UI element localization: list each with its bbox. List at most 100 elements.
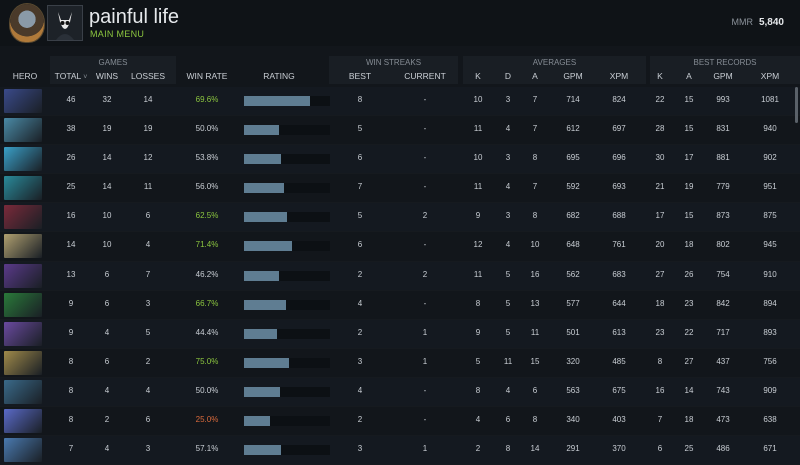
col-total[interactable]: TOTAL [50, 71, 92, 81]
table-row[interactable]: 8 2 6 25.0% 2 - 4 6 8 340 403 7 18 473 638 [0, 407, 800, 437]
col-best-streak[interactable]: BEST [348, 71, 372, 81]
table-row[interactable]: 8 4 4 50.0% 4 - 8 4 6 563 675 16 14 743 909 [0, 377, 800, 408]
cell-wins: 10 [102, 240, 112, 250]
col-rating[interactable]: RATING [263, 71, 295, 81]
col-avg-k[interactable]: K [475, 71, 481, 81]
hero-portrait-icon[interactable] [4, 234, 42, 259]
hero-portrait-icon[interactable] [4, 205, 42, 230]
hero-portrait-icon[interactable] [4, 379, 42, 404]
table-row[interactable]: 8 6 2 75.0% 3 1 5 11 15 320 485 8 27 437 756 [0, 349, 800, 378]
scrollbar[interactable] [795, 87, 798, 123]
col-losses[interactable]: LOSSES [130, 71, 166, 81]
cell-win-rate: 75.0% [195, 356, 219, 366]
col-avg-d[interactable]: D [504, 71, 512, 81]
cell-current: 2 [422, 211, 428, 221]
hero-portrait-icon[interactable] [4, 321, 42, 346]
cell-total: 8 [68, 385, 74, 395]
cell-current: - [423, 153, 427, 163]
cell-current: 2 [422, 269, 428, 279]
cell-win-rate: 69.6% [195, 95, 219, 104]
cell-b-k: 16 [655, 385, 665, 395]
table-row[interactable]: 9 6 3 66.7% 4 - 8 5 13 577 644 18 23 842 894 [0, 291, 800, 320]
cell-b-k: 21 [655, 182, 665, 192]
table-row[interactable]: 46 32 14 69.6% 8 - 10 3 7 714 824 22 15 993 1081 [0, 87, 800, 117]
table-row[interactable]: 14 10 4 71.4% 6 - 12 4 10 648 761 20 18 802 945 [0, 232, 800, 262]
cell-wins: 32 [102, 95, 112, 104]
cell-xpm: 613 [612, 327, 626, 337]
hero-portrait-icon[interactable] [4, 176, 42, 201]
col-hero[interactable]: HERO [12, 71, 38, 81]
col-wins[interactable]: WINS [95, 71, 119, 81]
cell-wins: 19 [102, 124, 112, 134]
cell-b-gpm: 437 [716, 356, 730, 366]
hero-portrait-icon[interactable] [4, 263, 42, 288]
cell-b-a: 22 [684, 327, 694, 337]
col-current-streak[interactable]: CURRENT [404, 71, 446, 81]
cell-b-k: 27 [655, 269, 665, 279]
cell-current: - [423, 298, 427, 308]
cell-xpm: 693 [612, 182, 626, 192]
cell-b-xpm: 909 [763, 385, 777, 395]
cell-k: 5 [475, 356, 481, 366]
col-best-k[interactable]: K [657, 71, 663, 81]
hero-portrait-icon[interactable] [4, 292, 42, 317]
cell-gpm: 562 [566, 269, 580, 279]
hero-portrait-icon[interactable] [4, 409, 42, 434]
cell-k: 2 [475, 444, 481, 454]
hero-portrait-icon[interactable] [4, 438, 42, 463]
col-best-xpm[interactable]: XPM [760, 71, 780, 81]
rating-bar [244, 299, 286, 310]
col-avg-gpm[interactable]: GPM [563, 71, 583, 81]
table-row[interactable]: 38 19 19 50.0% 5 - 11 4 7 612 697 28 15 831 940 [0, 116, 800, 146]
hero-portrait-icon[interactable] [4, 89, 42, 113]
cell-b-gpm: 717 [716, 327, 730, 337]
cell-d: 4 [505, 182, 511, 192]
rating-bar-track [244, 241, 330, 252]
table-row[interactable]: 26 14 12 53.8% 6 - 10 3 8 695 696 30 17 881 902 [0, 145, 800, 175]
cell-wins: 4 [104, 385, 110, 395]
cell-b-a: 26 [684, 269, 694, 279]
rating-bar [244, 328, 277, 339]
col-avg-xpm[interactable]: XPM [609, 71, 629, 81]
cell-d: 4 [505, 240, 511, 250]
col-best-gpm[interactable]: GPM [713, 71, 733, 81]
cell-b-xpm: 910 [763, 269, 777, 279]
cell-b-xpm: 671 [763, 444, 777, 454]
col-win-rate[interactable]: WIN RATE [186, 71, 228, 81]
rating-bar-track [244, 416, 330, 427]
cell-b-a: 25 [684, 444, 694, 454]
avatar[interactable] [47, 5, 83, 41]
table-row[interactable]: 13 6 7 46.2% 2 2 11 5 16 562 683 27 26 754 910 [0, 261, 800, 291]
cell-b-k: 8 [657, 356, 663, 366]
main-menu-link[interactable]: MAIN MENU [90, 29, 145, 39]
cell-total: 46 [66, 95, 76, 104]
cell-xpm: 761 [612, 240, 626, 250]
cell-d: 8 [505, 444, 511, 454]
col-best-a[interactable]: A [686, 71, 692, 81]
table-row[interactable]: 9 4 5 44.4% 2 1 9 5 11 501 613 23 22 717 893 [0, 319, 800, 349]
cell-wins: 14 [102, 182, 112, 192]
hero-portrait-icon[interactable] [4, 350, 42, 375]
cell-gpm: 577 [566, 298, 580, 308]
cell-losses: 4 [145, 385, 151, 395]
cell-b-xpm: 893 [763, 327, 777, 337]
table-row[interactable]: 25 14 11 56.0% 7 - 11 4 7 592 693 21 19 779 951 [0, 174, 800, 204]
cell-win-rate: 62.5% [195, 211, 219, 221]
cell-gpm: 612 [566, 124, 580, 134]
cell-losses: 3 [145, 444, 151, 454]
cell-losses: 2 [145, 356, 151, 366]
group-best-records: BEST RECORDS [650, 56, 800, 84]
cell-losses: 19 [143, 124, 153, 134]
table-row[interactable]: 16 10 6 62.5% 5 2 9 3 8 682 688 17 15 873 875 [0, 203, 800, 233]
cell-b-gpm: 486 [716, 444, 730, 454]
cell-b-a: 15 [684, 124, 694, 134]
cell-b-xpm: 945 [763, 240, 777, 250]
hero-portrait-icon[interactable] [4, 118, 42, 143]
cell-xpm: 683 [612, 269, 626, 279]
cell-best: 7 [357, 182, 363, 192]
table-row[interactable]: 7 4 3 57.1% 3 1 2 8 14 291 370 6 25 486 671 [0, 436, 800, 465]
cell-a: 8 [532, 153, 538, 163]
hero-portrait-icon[interactable] [4, 147, 42, 172]
col-avg-a[interactable]: A [532, 71, 538, 81]
cell-a: 7 [532, 124, 538, 134]
